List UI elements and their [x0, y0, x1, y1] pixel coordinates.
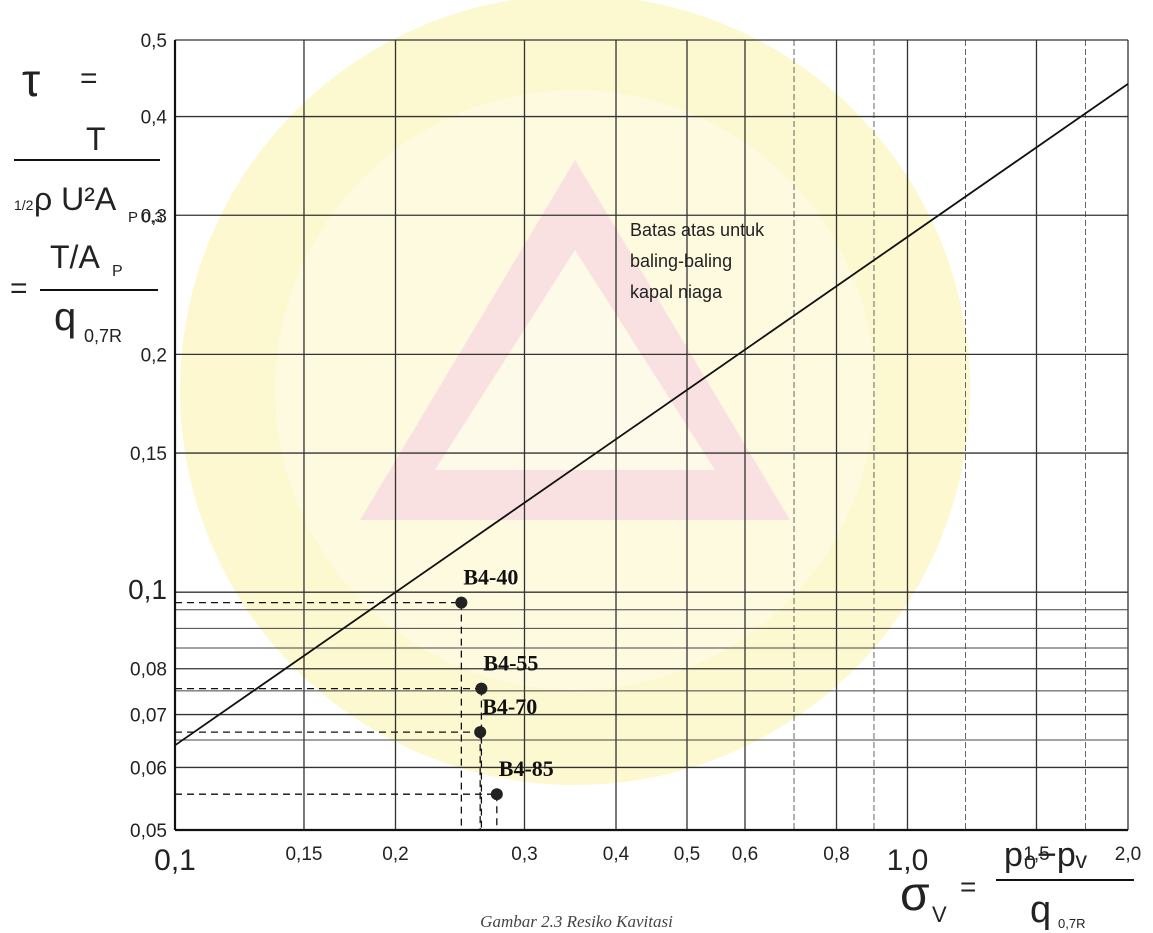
y-tick-label: 0,07	[130, 706, 167, 727]
data-point	[474, 726, 487, 739]
y-tick-label: 0,2	[141, 345, 167, 366]
guide-lines	[175, 601, 498, 830]
x-axis-label: σ V = p₀−pᵥ q 0,7R	[900, 836, 1134, 931]
y-tick-label: 0,15	[130, 444, 167, 465]
ylabel-symbol: τ	[22, 54, 40, 106]
data-point-label: B4-70	[482, 694, 537, 719]
ylabel-num2: T/A	[50, 239, 100, 275]
x-tick-label: 1,5	[1023, 844, 1049, 865]
y-axis-label: τ = T 1/2 ρ U²A P 0,3 T/A P = q 0,7R	[10, 54, 163, 346]
x-axis-ticks: 0,1 0,15 0,2 0,3 0,4 0,5 0,6 0,8 1,0 1,5 2,0	[154, 844, 1141, 877]
ylabel-eq2: =	[10, 272, 28, 305]
xlabel-eq: =	[960, 871, 976, 902]
y-tick-label: 0,08	[130, 660, 167, 681]
y-tick-label: 0,3	[141, 206, 167, 227]
data-point-label: B4-85	[499, 756, 554, 781]
data-point-label: B4-40	[463, 565, 518, 590]
x-tick-label: 1,0	[887, 844, 929, 877]
xlabel-den-sub: 0,7R	[1058, 916, 1085, 931]
y-axis-ticks: 0,05 0,06 0,07 0,08 0,1 0,15 0,2 0,3 0,4 0,5	[128, 31, 167, 842]
x-tick-label: 0,5	[674, 844, 700, 865]
x-tick-label: 2,0	[1115, 844, 1141, 865]
limit-line-label: baling-baling	[630, 251, 732, 271]
limit-line-group: Batas atas untuk baling-baling kapal niaga	[174, 83, 1129, 747]
limit-line	[174, 83, 1129, 747]
xlabel-num: p₀−pᵥ	[1004, 836, 1088, 874]
xlabel-symbol-sub: V	[932, 902, 947, 927]
ylabel-num1: T	[86, 121, 106, 157]
data-point	[490, 788, 503, 801]
limit-line-label: kapal niaga	[630, 282, 723, 302]
limit-line-label: Batas atas untuk	[630, 220, 765, 240]
xlabel-symbol: σ	[900, 868, 930, 921]
y-tick-label: 0,4	[141, 108, 168, 129]
y-tick-label: 0,1	[128, 574, 167, 605]
data-point-label: B4-55	[483, 651, 538, 676]
ylabel-den2: q	[54, 295, 76, 339]
y-tick-label: 0,06	[130, 758, 167, 779]
x-tick-label: 0,6	[732, 844, 758, 865]
x-tick-label: 0,8	[823, 844, 849, 865]
x-tick-label: 0,15	[285, 844, 322, 865]
ylabel-den2-sub: 0,7R	[84, 326, 122, 346]
ylabel-den1-half: 1/2	[14, 197, 34, 213]
ylabel-num2-sub: P	[112, 263, 123, 280]
data-point	[475, 682, 488, 695]
ylabel-den1-sub: P 0,3	[128, 209, 163, 226]
x-tick-label: 0,2	[382, 844, 408, 865]
ylabel-den1-rho: ρ U²A	[34, 181, 117, 217]
xlabel-den: q	[1030, 889, 1051, 931]
data-points: B4-40 B4-55 B4-70 B4-85	[455, 565, 554, 801]
x-tick-label: 0,4	[603, 844, 630, 865]
x-tick-label: 0,3	[511, 844, 537, 865]
y-tick-label: 0,05	[130, 821, 167, 842]
grid	[175, 39, 1129, 830]
y-tick-label: 0,5	[141, 31, 167, 52]
university-watermark-logo	[180, 0, 970, 785]
axes	[173, 40, 1128, 832]
ylabel-eq: =	[80, 62, 98, 95]
figure-caption: Gambar 2.3 Resiko Kavitasi	[480, 912, 673, 931]
x-tick-label: 0,1	[154, 844, 196, 877]
data-point	[455, 596, 468, 609]
